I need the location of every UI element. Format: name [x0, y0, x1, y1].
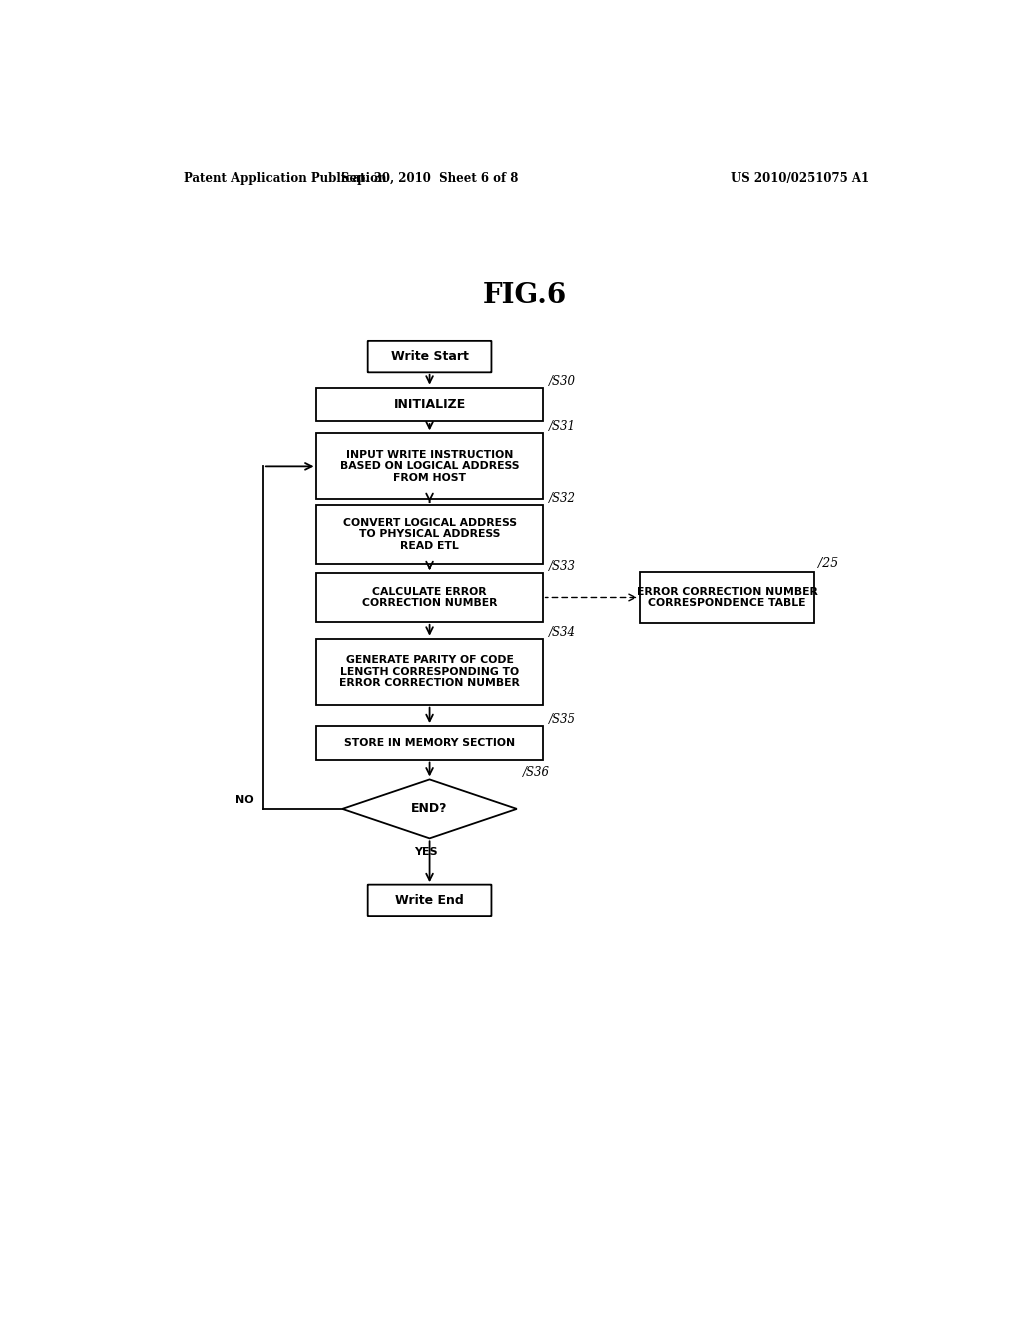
FancyBboxPatch shape — [316, 388, 543, 421]
Text: /S35: /S35 — [549, 713, 577, 726]
FancyBboxPatch shape — [316, 433, 543, 499]
FancyBboxPatch shape — [316, 639, 543, 705]
Text: INITIALIZE: INITIALIZE — [393, 397, 466, 411]
Text: /S33: /S33 — [549, 560, 577, 573]
Polygon shape — [342, 779, 517, 838]
Text: /S36: /S36 — [523, 767, 550, 779]
Text: /S31: /S31 — [549, 420, 577, 433]
FancyBboxPatch shape — [316, 506, 543, 564]
Text: /S30: /S30 — [549, 375, 577, 388]
Text: NO: NO — [234, 795, 253, 805]
Text: /S34: /S34 — [549, 626, 577, 639]
Text: STORE IN MEMORY SECTION: STORE IN MEMORY SECTION — [344, 738, 515, 748]
Text: CONVERT LOGICAL ADDRESS
TO PHYSICAL ADDRESS
READ ETL: CONVERT LOGICAL ADDRESS TO PHYSICAL ADDR… — [343, 517, 516, 550]
Text: Write End: Write End — [395, 894, 464, 907]
Text: /25: /25 — [818, 557, 839, 570]
Text: Patent Application Publication: Patent Application Publication — [183, 172, 386, 185]
FancyBboxPatch shape — [316, 573, 543, 622]
FancyBboxPatch shape — [640, 572, 814, 623]
Text: GENERATE PARITY OF CODE
LENGTH CORRESPONDING TO
ERROR CORRECTION NUMBER: GENERATE PARITY OF CODE LENGTH CORRESPON… — [339, 655, 520, 688]
Text: CALCULATE ERROR
CORRECTION NUMBER: CALCULATE ERROR CORRECTION NUMBER — [361, 586, 498, 609]
FancyBboxPatch shape — [368, 341, 492, 372]
FancyBboxPatch shape — [316, 726, 543, 759]
Text: US 2010/0251075 A1: US 2010/0251075 A1 — [731, 172, 869, 185]
Text: YES: YES — [414, 846, 437, 857]
Text: INPUT WRITE INSTRUCTION
BASED ON LOGICAL ADDRESS
FROM HOST: INPUT WRITE INSTRUCTION BASED ON LOGICAL… — [340, 450, 519, 483]
Text: Write Start: Write Start — [390, 350, 469, 363]
Text: /S32: /S32 — [549, 492, 577, 506]
FancyBboxPatch shape — [368, 884, 492, 916]
Text: ERROR CORRECTION NUMBER
CORRESPONDENCE TABLE: ERROR CORRECTION NUMBER CORRESPONDENCE T… — [637, 586, 817, 609]
Text: Sep. 30, 2010  Sheet 6 of 8: Sep. 30, 2010 Sheet 6 of 8 — [341, 172, 518, 185]
Text: END?: END? — [412, 803, 447, 816]
Text: FIG.6: FIG.6 — [482, 282, 567, 309]
